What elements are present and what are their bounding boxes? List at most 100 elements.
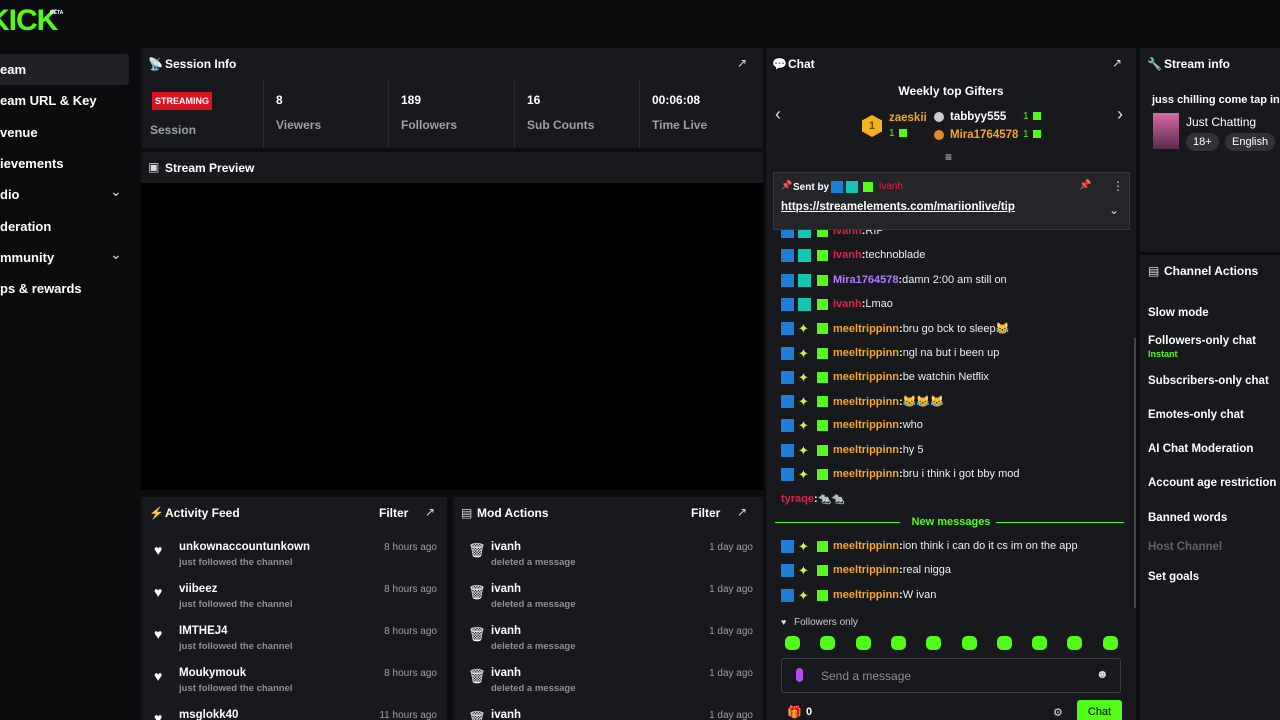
chat-user[interactable]: meeltrippinn bbox=[833, 468, 900, 480]
chat-button[interactable]: Chat bbox=[1077, 700, 1122, 720]
chat-user[interactable]: meeltrippinn bbox=[833, 370, 900, 383]
action-item[interactable]: Slow mode bbox=[1148, 307, 1209, 319]
badge bbox=[817, 274, 828, 286]
badge bbox=[817, 469, 828, 480]
badge bbox=[846, 181, 858, 193]
category[interactable]: Just Chatting bbox=[1186, 115, 1257, 129]
popout-icon[interactable]: ↗ bbox=[425, 505, 436, 519]
emote[interactable] bbox=[996, 636, 1012, 650]
panel-title: Channel Actions bbox=[1164, 264, 1259, 278]
action-item[interactable]: AI Chat Moderation bbox=[1148, 443, 1254, 455]
emote[interactable] bbox=[926, 636, 942, 650]
chat-user[interactable]: meeltrippinn bbox=[833, 588, 900, 601]
chat-text: who bbox=[902, 419, 923, 432]
expand-icon[interactable]: ⌄ bbox=[1109, 203, 1120, 217]
chat-user[interactable]: Mira1764578 bbox=[833, 273, 899, 286]
item-user: ivanh bbox=[491, 709, 522, 720]
emote[interactable] bbox=[961, 636, 977, 650]
menu-icon[interactable]: ⋮ bbox=[1112, 179, 1124, 193]
popout-icon[interactable]: ↗ bbox=[1112, 56, 1123, 70]
stream-title: juss chilling come tap in bbox=[1152, 94, 1280, 106]
chat-text: damn 2:00 am still on bbox=[902, 273, 1007, 286]
gifter-count: 1 bbox=[1023, 111, 1029, 122]
nav-item[interactable]: deration bbox=[0, 218, 52, 234]
action-item[interactable]: Banned words bbox=[1148, 512, 1228, 524]
item-time: 11 hours ago bbox=[379, 710, 437, 720]
logo[interactable]: KICK bbox=[0, 4, 58, 37]
gifter-name: Mira1764578 bbox=[950, 129, 1019, 141]
separator: : bbox=[861, 225, 866, 237]
separator: : bbox=[899, 564, 903, 577]
pinned-link[interactable]: https://streamelements.com/mariionlive/t… bbox=[781, 201, 1015, 213]
badge bbox=[817, 396, 828, 408]
collapse-icon[interactable]: ≡ bbox=[945, 150, 953, 164]
badge bbox=[798, 273, 811, 287]
mic-icon[interactable] bbox=[796, 668, 803, 682]
item-user: msglokk40 bbox=[179, 709, 239, 720]
nav-item[interactable]: dio bbox=[0, 187, 20, 203]
nav-item[interactable]: venue bbox=[0, 124, 38, 140]
item-user: viibeez bbox=[179, 583, 218, 595]
tag[interactable]: English bbox=[1225, 133, 1276, 151]
nav-item[interactable]: ievements bbox=[0, 155, 64, 171]
chat-user[interactable]: meeltrippinn bbox=[833, 396, 900, 409]
item-time: 1 day ago bbox=[709, 668, 753, 679]
action-item[interactable]: Emotes-only chat bbox=[1148, 409, 1244, 421]
badge bbox=[817, 541, 828, 552]
item-action: just followed the channel bbox=[179, 683, 293, 694]
chat-user[interactable]: tyraqe bbox=[781, 493, 815, 506]
action-item[interactable]: Set goals bbox=[1148, 571, 1200, 583]
chat-user[interactable]: meeltrippinn bbox=[833, 323, 900, 336]
item-action: just followed the channel bbox=[179, 599, 293, 610]
filter-button[interactable]: Filter bbox=[379, 506, 409, 520]
next-arrow[interactable]: › bbox=[1117, 104, 1123, 124]
tag[interactable]: 18+ bbox=[1186, 133, 1219, 151]
item-icon: ♥ bbox=[154, 710, 163, 720]
emote[interactable] bbox=[1032, 636, 1048, 650]
action-item[interactable]: Account age restriction bbox=[1148, 477, 1277, 489]
gifter-count: 1 bbox=[1023, 129, 1029, 140]
prev-arrow[interactable]: ‹ bbox=[775, 104, 781, 124]
chat-user[interactable]: meeltrippinn bbox=[833, 419, 900, 432]
input-placeholder: Send a message bbox=[821, 669, 912, 683]
column-divider bbox=[263, 80, 264, 148]
emoji-icon[interactable]: ☻ bbox=[1096, 667, 1109, 681]
unpin-icon[interactable]: 📌 bbox=[1079, 180, 1092, 191]
emote[interactable] bbox=[855, 636, 871, 650]
stat-value: 189 bbox=[401, 93, 422, 107]
nav-item[interactable]: ps & rewards bbox=[0, 281, 82, 297]
popout-icon[interactable]: ↗ bbox=[737, 56, 748, 70]
chat-message: meeltrippinn:hy 5 bbox=[833, 444, 923, 456]
emote[interactable] bbox=[1102, 636, 1118, 650]
filter-button[interactable]: Filter bbox=[691, 506, 721, 520]
chat-user[interactable]: meeltrippinn bbox=[833, 540, 900, 552]
badge: ✦ bbox=[798, 369, 809, 385]
chat-user[interactable]: ivanh bbox=[833, 297, 862, 310]
emote[interactable] bbox=[1067, 636, 1083, 650]
gifter-name: zaeskii bbox=[889, 112, 927, 124]
badge bbox=[817, 226, 828, 237]
emote[interactable] bbox=[820, 636, 836, 650]
item-icon: 🗑 bbox=[468, 626, 486, 642]
settings-icon[interactable]: ⚙ bbox=[1053, 707, 1063, 719]
action-item[interactable]: Followers-only chat bbox=[1148, 335, 1256, 347]
item-user: IMTHEJ4 bbox=[179, 625, 228, 637]
badge: ✦ bbox=[798, 442, 809, 458]
nav-item[interactable]: mmunity bbox=[0, 249, 55, 265]
emote[interactable] bbox=[785, 636, 800, 650]
chat-user[interactable]: meeltrippinn bbox=[833, 564, 900, 577]
chat-user[interactable]: meeltrippinn bbox=[833, 346, 900, 359]
pinned-message: 📌 Sent by ivanh 📌 ⋮ https://streamelemen… bbox=[773, 172, 1130, 230]
chat-user[interactable]: meeltrippinn bbox=[833, 443, 900, 456]
chat-user[interactable]: ivanh bbox=[833, 249, 862, 262]
separator: : bbox=[899, 443, 903, 456]
chat-input[interactable]: Send a message ☻ bbox=[781, 658, 1121, 693]
nav-item[interactable]: eam URL & Key bbox=[0, 93, 97, 109]
scrollbar bbox=[1134, 338, 1136, 608]
nav-item[interactable]: eam bbox=[0, 62, 27, 77]
popout-icon[interactable]: ↗ bbox=[737, 505, 748, 519]
separator: : bbox=[899, 419, 903, 432]
emote[interactable] bbox=[890, 636, 906, 650]
badge bbox=[817, 371, 828, 383]
action-item[interactable]: Subscribers-only chat bbox=[1148, 375, 1269, 387]
